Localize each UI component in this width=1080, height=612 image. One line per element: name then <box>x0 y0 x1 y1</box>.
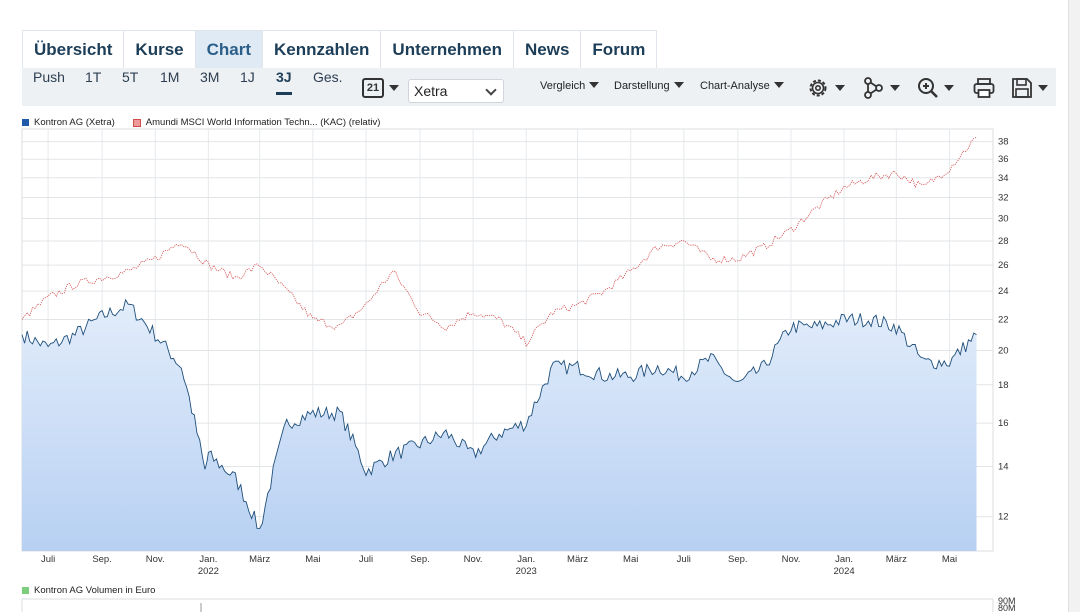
tab-kennzahlen[interactable]: Kennzahlen <box>262 30 381 70</box>
legend-swatch <box>22 119 29 126</box>
legend-swatch <box>22 587 29 594</box>
menu-chart-analyse-label: Chart-Analyse <box>700 80 770 92</box>
series-line-amundi <box>21 136 977 348</box>
x-tick-label: März <box>567 554 588 565</box>
chart-legend: Kontron AG (Xetra) Amundi MSCI World Inf… <box>22 117 380 128</box>
page-scrollbar[interactable] <box>1068 0 1080 612</box>
series-area-kontron <box>22 299 977 551</box>
menu-darstellung[interactable]: Darstellung <box>614 80 684 92</box>
main-tabs: Übersicht Kurse Chart Kennzahlen Unterne… <box>22 30 658 70</box>
y-tick-label: 20 <box>998 346 1009 357</box>
y-tick-label: 36 <box>998 154 1009 165</box>
y-tick-label: 18 <box>998 380 1009 391</box>
chart-toolbar: Push 1T 5T 1M 3M 1J 3J Ges. 21 Xetra Ver… <box>22 68 1056 106</box>
y-tick-label: 26 <box>998 260 1009 271</box>
range-3j[interactable]: 3J <box>276 69 292 95</box>
caret-down-icon <box>589 82 600 88</box>
tab-kurse[interactable]: Kurse <box>123 30 195 70</box>
print-icon[interactable] <box>972 76 996 100</box>
x-tick-label: Jan. <box>199 554 217 565</box>
x-tick-label: Sep. <box>410 554 430 565</box>
x-tick-label: Sep. <box>728 554 748 565</box>
series-line-kontron <box>21 298 977 530</box>
exchange-select[interactable]: Xetra <box>408 79 504 103</box>
x-tick-label: Mai <box>942 554 957 565</box>
menu-chart-analyse[interactable]: Chart-Analyse <box>700 80 784 92</box>
zoom-icon[interactable] <box>916 76 940 100</box>
legend-item-amundi[interactable]: Amundi MSCI World Information Techn... (… <box>132 117 381 128</box>
indicators-icon[interactable] <box>862 76 886 100</box>
x-tick-label: Mai <box>305 554 320 565</box>
caret-down-icon <box>773 82 784 88</box>
range-push[interactable]: Push <box>33 69 65 85</box>
x-tick-label: Nov. <box>782 554 801 565</box>
volume-legend: Kontron AG Volumen in Euro <box>22 585 155 596</box>
menu-vergleich[interactable]: Vergleich <box>540 80 600 92</box>
settings-icon[interactable] <box>806 76 830 100</box>
tab-uebersicht[interactable]: Übersicht <box>22 30 124 70</box>
x-tick-label: Jan. <box>835 554 853 565</box>
exchange-select-value: Xetra <box>414 83 448 99</box>
legend-item-kontron[interactable]: Kontron AG (Xetra) <box>22 117 115 128</box>
x-year-label: 2023 <box>516 566 537 577</box>
range-5t[interactable]: 5T <box>122 69 139 85</box>
tab-chart[interactable]: Chart <box>194 30 263 70</box>
range-1m[interactable]: 1M <box>160 69 180 85</box>
x-tick-label: Sep. <box>92 554 112 565</box>
y-tick-label: 14 <box>998 462 1009 473</box>
calendar-caret-icon[interactable] <box>389 85 399 91</box>
volume-y-tick-label: 90M <box>998 596 1016 606</box>
x-tick-label: Juli <box>677 554 691 565</box>
volume-y-tick-label: 80M <box>998 603 1016 612</box>
calendar-icon[interactable]: 21 <box>362 78 384 98</box>
y-tick-label: 38 <box>998 137 1009 148</box>
x-tick-label: Mai <box>623 554 638 565</box>
y-tick-label: 34 <box>998 173 1009 184</box>
zoom-caret-icon[interactable] <box>944 85 954 91</box>
caret-down-icon <box>673 82 684 88</box>
y-tick-label: 24 <box>998 286 1009 297</box>
range-1j[interactable]: 1J <box>240 69 255 85</box>
x-tick-label: Juli <box>41 554 55 565</box>
range-3m[interactable]: 3M <box>200 69 220 85</box>
settings-caret-icon[interactable] <box>835 85 845 91</box>
y-tick-label: 12 <box>998 512 1009 523</box>
y-tick-label: 28 <box>998 236 1009 247</box>
legend-label: Amundi MSCI World Information Techn... (… <box>145 117 381 128</box>
y-tick-label: 30 <box>998 214 1009 225</box>
y-tick-label: 16 <box>998 418 1009 429</box>
x-year-label: 2022 <box>198 566 219 577</box>
y-tick-label: 32 <box>998 193 1009 204</box>
x-tick-label: Nov. <box>146 554 165 565</box>
x-year-label: 2024 <box>834 566 855 577</box>
menu-vergleich-label: Vergleich <box>540 80 586 92</box>
range-1t[interactable]: 1T <box>85 69 102 85</box>
x-tick-label: März <box>886 554 907 565</box>
x-tick-label: März <box>249 554 270 565</box>
indicators-caret-icon[interactable] <box>890 85 900 91</box>
x-tick-label: Nov. <box>464 554 483 565</box>
volume-legend-label: Kontron AG Volumen in Euro <box>34 585 156 596</box>
x-tick-label: Jan. <box>517 554 535 565</box>
legend-swatch <box>132 118 141 127</box>
legend-label: Kontron AG (Xetra) <box>34 117 115 128</box>
y-tick-label: 22 <box>998 315 1009 326</box>
tab-news[interactable]: News <box>513 30 581 70</box>
x-tick-label: Juli <box>359 554 373 565</box>
save-icon[interactable] <box>1010 76 1034 100</box>
range-ges[interactable]: Ges. <box>313 69 343 85</box>
menu-darstellung-label: Darstellung <box>614 80 670 92</box>
save-caret-icon[interactable] <box>1038 85 1048 91</box>
